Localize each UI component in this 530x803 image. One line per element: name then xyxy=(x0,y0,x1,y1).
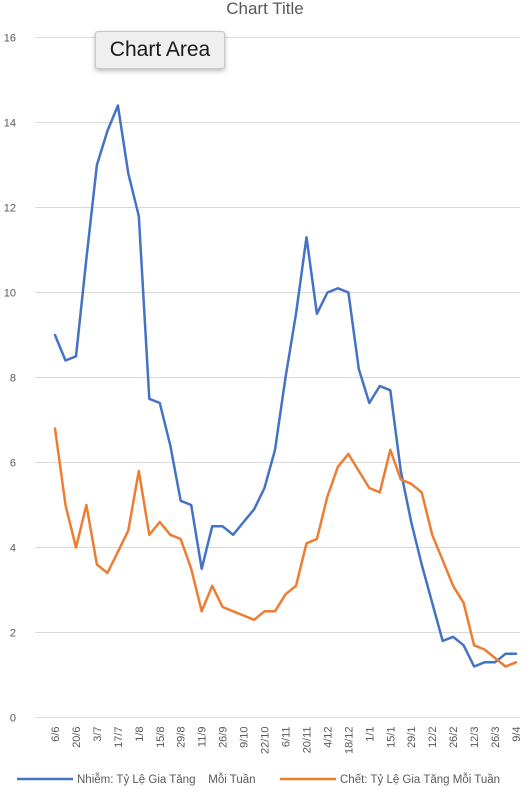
legend-item-deaths: Chết: Tỷ Lệ Gia Tăng Mỗi Tuần xyxy=(280,773,500,786)
y-axis: 0 2 4 6 8 10 12 14 16 xyxy=(4,33,16,725)
y-tick-label: 0 xyxy=(10,713,16,725)
x-tick-label: 6/11 xyxy=(281,727,293,748)
x-tick-label: 3/7 xyxy=(92,727,104,742)
x-tick-label: 20/6 xyxy=(71,727,83,748)
x-tick-label: 20/11 xyxy=(301,727,313,754)
chart-title: Chart Title xyxy=(226,0,303,18)
x-tick-label: 12/3 xyxy=(469,727,481,748)
x-tick-label: 26/2 xyxy=(448,727,460,748)
x-tick-label: 4/12 xyxy=(322,727,334,748)
x-tick-label: 9/4 xyxy=(511,727,523,742)
x-axis: 6/6 20/6 3/7 17/7 1/8 15/8 29/8 11/9 26/9 9/10 22/… xyxy=(50,727,523,755)
x-tick-label: 11/9 xyxy=(197,727,209,748)
x-tick-label: 9/10 xyxy=(239,727,251,748)
series-line-infections xyxy=(53,104,518,668)
y-tick-label: 4 xyxy=(10,543,16,555)
y-tick-label: 16 xyxy=(4,33,16,45)
x-tick-label: 15/1 xyxy=(385,727,397,748)
legend-item-infections: Nhiễm: Tỷ Lệ Gia Tăng Mỗi Tuần xyxy=(17,773,256,786)
x-tick-label: 29/8 xyxy=(176,727,188,748)
series-line-deaths xyxy=(53,427,518,668)
y-tick-label: 14 xyxy=(4,118,16,130)
legend-label: Chết: Tỷ Lệ Gia Tăng Mỗi Tuần xyxy=(340,773,500,786)
x-tick-label: 26/3 xyxy=(490,727,502,748)
x-tick-label: 6/6 xyxy=(50,727,62,742)
y-tick-label: 10 xyxy=(4,288,16,300)
x-tick-label: 29/1 xyxy=(406,727,418,748)
chart-area-tooltip: Chart Area xyxy=(95,31,225,69)
x-tick-label: 1/1 xyxy=(364,727,376,742)
x-tick-label: 18/12 xyxy=(343,727,355,755)
legend-label: Nhiễm: Tỷ Lệ Gia Tăng Mỗi Tuần xyxy=(77,773,256,786)
x-tick-label: 17/7 xyxy=(113,727,125,748)
x-tick-label: 22/10 xyxy=(260,727,272,755)
y-tick-label: 12 xyxy=(4,203,16,215)
x-tick-label: 26/9 xyxy=(218,727,230,748)
x-tick-label: 1/8 xyxy=(134,727,146,742)
gridlines xyxy=(35,37,520,718)
x-tick-label: 15/8 xyxy=(155,727,167,748)
y-tick-label: 2 xyxy=(10,628,16,640)
y-tick-label: 6 xyxy=(10,458,16,470)
y-tick-label: 8 xyxy=(10,373,16,385)
legend: Nhiễm: Tỷ Lệ Gia Tăng Mỗi Tuần Chết: Tỷ L… xyxy=(17,773,500,786)
series-lines xyxy=(53,104,518,668)
x-tick-label: 12/2 xyxy=(427,727,439,748)
